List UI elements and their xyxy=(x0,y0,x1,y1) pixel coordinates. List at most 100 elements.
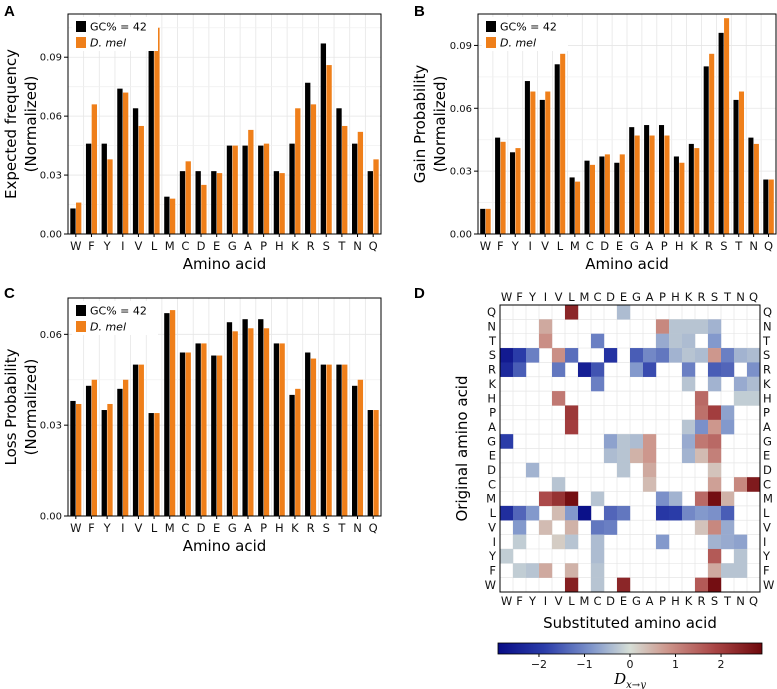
heatmap-y-axis-label: Original amino acid xyxy=(453,375,471,521)
bar-g-dmel xyxy=(634,135,640,234)
heatmap-cell-n-p xyxy=(656,319,670,334)
heatmap-x-label-bottom-d: D xyxy=(606,594,615,608)
x-axis-label: Amino acid xyxy=(183,255,267,273)
heatmap-cell-v-l xyxy=(565,520,579,535)
heatmap-cell-v-t xyxy=(721,520,735,535)
x-tick-label-a: A xyxy=(645,239,653,253)
bar-f-gc42 xyxy=(85,385,92,516)
bar-i-gc42 xyxy=(117,388,123,516)
bar-h-dmel xyxy=(279,343,285,516)
heatmap-cell-c-a xyxy=(643,477,657,492)
x-tick-label-f: F xyxy=(88,521,95,535)
heatmap-cell-r-q xyxy=(747,362,761,377)
bar-m-dmel xyxy=(169,310,176,516)
heatmap-cell-m-h xyxy=(669,491,683,507)
legend-background xyxy=(72,17,158,51)
heatmap-y-label-right-s: S xyxy=(763,348,770,362)
bar-n-dmel xyxy=(357,131,364,234)
y-axis-label-line: (Normalized) xyxy=(22,359,40,456)
x-tick-label-a: A xyxy=(244,521,252,535)
bar-a-dmel xyxy=(248,129,254,234)
heatmap-cell-c-q xyxy=(747,477,761,492)
heatmap-x-label-bottom-a: A xyxy=(646,594,654,608)
heatmap-y-label-left-i: I xyxy=(493,535,496,549)
x-tick-label-e: E xyxy=(213,239,220,253)
bar-q-gc42 xyxy=(367,171,373,234)
x-tick-label-p: P xyxy=(260,239,267,253)
bar-g-gc42 xyxy=(629,127,635,234)
x-tick-label-h: H xyxy=(275,521,284,535)
bar-v-dmel xyxy=(545,91,551,235)
legend-background xyxy=(72,301,158,335)
bar-c-dmel xyxy=(185,161,191,234)
heatmap-cell-g-k xyxy=(682,434,696,449)
x-tick-label-s: S xyxy=(720,239,727,253)
heatmap-cell-a-s xyxy=(708,419,722,435)
heatmap-cell-r-s xyxy=(708,362,722,377)
heatmap-cell-e-r xyxy=(695,448,709,464)
x-axis-label: Amino acid xyxy=(183,537,267,555)
y-axis-label-line: Expected frequency xyxy=(2,49,20,199)
bar-y-gc42 xyxy=(509,152,516,234)
bar-r-dmel xyxy=(709,53,715,234)
heatmap-cell-q-l xyxy=(565,305,579,320)
x-tick-label-i: I xyxy=(528,239,531,253)
x-tick-label-f: F xyxy=(497,239,504,253)
heatmap-x-axis-label: Substituted amino acid xyxy=(543,614,717,632)
heatmap-frame xyxy=(499,304,761,593)
bar-r-dmel xyxy=(310,358,317,516)
heatmap-cell-s-w xyxy=(500,348,514,363)
heatmap-y-label-left-k: K xyxy=(488,377,496,391)
heatmap-x-label-top-g: G xyxy=(632,290,641,304)
heatmap-y-label-right-v: V xyxy=(763,520,771,534)
plot-frame xyxy=(67,297,382,517)
bar-c-gc42 xyxy=(179,171,186,234)
heatmap-cell-c-n xyxy=(734,477,748,492)
x-tick-label-m: M xyxy=(165,239,175,253)
bar-r-gc42 xyxy=(703,66,709,234)
heatmap-y-label-left-h: H xyxy=(487,391,496,405)
heatmap-x-label-top-w: W xyxy=(501,290,512,304)
heatmap-cell-w-e xyxy=(617,577,631,593)
heatmap-cell-y-s xyxy=(708,548,722,564)
heatmap-x-label-bottom-p: P xyxy=(659,594,666,608)
heatmap-cell-p-s xyxy=(708,405,722,420)
y-tick-label: 0.03 xyxy=(40,421,62,432)
bar-c-dmel xyxy=(185,352,191,516)
heatmap-cell-d-a xyxy=(643,462,657,478)
heatmap-cell-i-n xyxy=(734,534,748,550)
heatmap-cell-i-f xyxy=(513,534,527,550)
x-tick-label-s: S xyxy=(323,521,330,535)
heatmap-x-label-bottom-q: Q xyxy=(749,594,758,608)
heatmap-cell-i-t xyxy=(721,534,735,550)
legend-label-gc42: GC% = 42 xyxy=(90,21,147,34)
heatmap-y-label-right-k: K xyxy=(763,377,771,391)
heatmap-cell-a-t xyxy=(721,419,735,435)
x-tick-label-p: P xyxy=(661,239,668,253)
legend: GC% = 42 D. mel xyxy=(482,17,568,51)
heatmap-cell-r-f xyxy=(513,362,527,377)
heatmap-y-label-left-v: V xyxy=(488,520,496,534)
bar-s-dmel xyxy=(326,65,332,234)
bar-y-gc42 xyxy=(101,410,107,516)
bar-n-gc42 xyxy=(748,137,754,234)
panel-letter-a: A xyxy=(4,3,15,20)
bar-m-gc42 xyxy=(569,177,575,234)
legend-swatch-dmel xyxy=(76,37,86,48)
heatmap-x-label-top-p: P xyxy=(659,290,666,304)
bar-e-gc42 xyxy=(211,355,217,516)
bar-a-gc42 xyxy=(644,125,650,234)
heatmap-cell-w-c xyxy=(591,577,605,593)
bar-w-dmel xyxy=(76,403,82,516)
y-tick-label: 0.06 xyxy=(40,330,62,341)
heatmap-y-label-left-c: C xyxy=(488,477,496,491)
heatmap-x-label-bottom-h: H xyxy=(671,594,680,608)
bar-p-gc42 xyxy=(258,145,264,234)
heatmap-cell-r-g xyxy=(630,362,644,377)
bar-s-dmel xyxy=(724,18,730,234)
heatmap-cell-a-r xyxy=(695,419,709,435)
heatmap-cell-a-k xyxy=(682,419,696,435)
heatmap-cell-f-l xyxy=(565,563,579,578)
chart-panel-a: 0.00 0.03 0.06 0.09 W F Y I V L M C D E G A P H K R S T N Q Amin… xyxy=(2,13,382,273)
